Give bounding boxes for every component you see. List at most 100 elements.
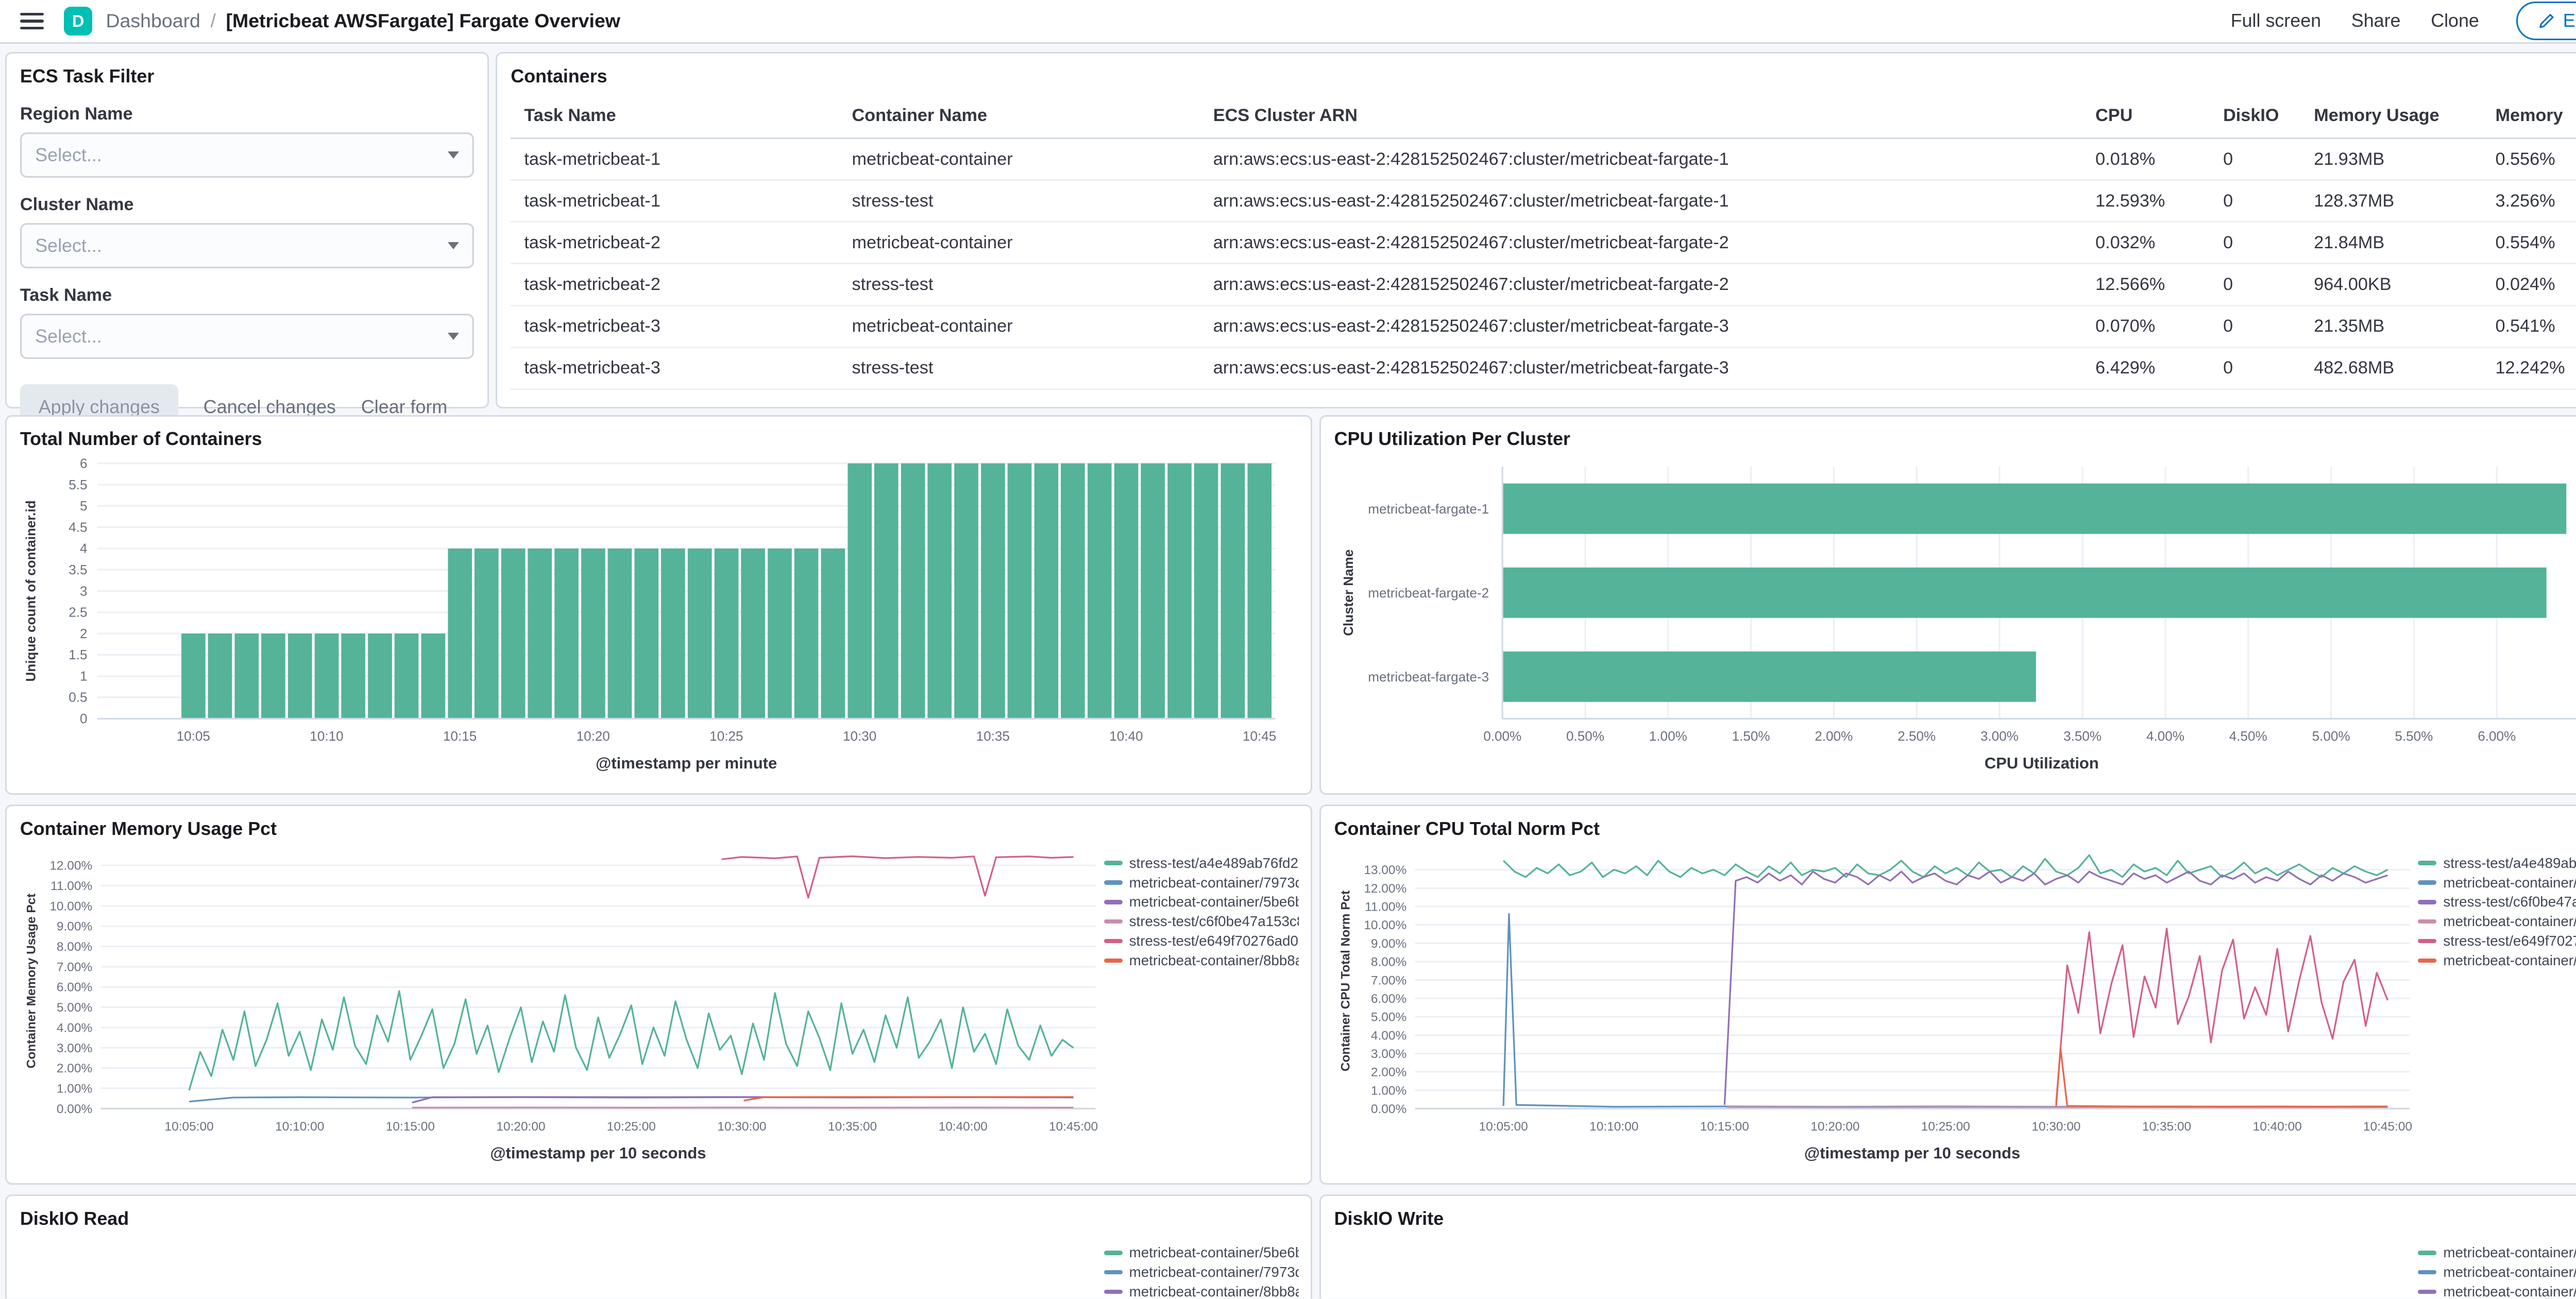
bar[interactable] xyxy=(1034,463,1059,719)
column-header[interactable]: Memory xyxy=(2482,97,2576,140)
column-header[interactable]: CPU xyxy=(2082,97,2210,140)
bar[interactable] xyxy=(181,634,206,719)
bar[interactable] xyxy=(341,634,365,719)
bar[interactable] xyxy=(1060,463,1085,719)
x-tick-label: 10:15:00 xyxy=(386,1120,435,1134)
y-tick-label: 13.00% xyxy=(1364,863,1406,877)
legend-item[interactable]: metricbeat-container/7973d4... xyxy=(2418,1262,2576,1282)
x-tick-label: 10:15:00 xyxy=(1700,1120,1749,1134)
bar[interactable] xyxy=(314,634,339,719)
legend-item[interactable]: stress-test/a4e489ab76fd2b... xyxy=(1104,853,1299,873)
region-name-select[interactable]: Select... xyxy=(20,132,474,178)
legend-item[interactable]: metricbeat-container/8bb8a5... xyxy=(2418,1282,2576,1298)
column-header[interactable]: Task Name xyxy=(511,97,839,140)
bar[interactable] xyxy=(660,549,685,719)
bar[interactable] xyxy=(607,549,632,719)
menu-icon[interactable] xyxy=(15,6,48,37)
bar[interactable] xyxy=(634,549,659,719)
legend-item[interactable]: metricbeat-container/7973d4... xyxy=(2418,873,2576,893)
x-tick-label: 5.00% xyxy=(2312,728,2350,744)
legend-item[interactable]: stress-test/c6f0be47a153c84... xyxy=(1104,912,1299,931)
clear-form-button[interactable]: Clear form xyxy=(361,396,448,417)
legend-item[interactable]: metricbeat-container/8bb8a5... xyxy=(2418,951,2576,970)
space-avatar[interactable]: D xyxy=(63,7,93,36)
bar[interactable] xyxy=(980,463,1005,719)
bar[interactable] xyxy=(901,463,925,719)
bar[interactable] xyxy=(261,634,285,719)
legend-item[interactable]: metricbeat-container/5be6b8... xyxy=(1104,1243,1299,1262)
bar[interactable] xyxy=(954,463,978,719)
legend-item[interactable]: metricbeat-container/7973d4... xyxy=(1104,1262,1299,1282)
bar[interactable] xyxy=(421,634,446,719)
bar[interactable] xyxy=(848,463,872,719)
edit-button[interactable]: Edit xyxy=(2516,2,2576,41)
column-header[interactable]: ECS Cluster ARN xyxy=(1199,97,2082,140)
y-tick-label: 8.00% xyxy=(57,940,92,954)
legend-item[interactable]: metricbeat-container/5be6b8... xyxy=(2418,912,2576,931)
bar[interactable] xyxy=(714,549,739,719)
table-row: task-metricbeat-2 stress-test arn:aws:ecs:… xyxy=(511,263,2576,306)
nav-clone[interactable]: Clone xyxy=(2431,10,2479,31)
bar[interactable] xyxy=(581,549,605,719)
nav-full-screen[interactable]: Full screen xyxy=(2230,10,2321,31)
panel-title: DiskIO Write xyxy=(1334,1208,1444,1229)
bar[interactable] xyxy=(1087,463,1112,719)
legend-item[interactable]: metricbeat-container/8bb8a5... xyxy=(1104,951,1299,970)
bar[interactable] xyxy=(368,634,392,719)
bar[interactable] xyxy=(741,549,765,719)
legend-item[interactable]: metricbeat-container/8bb8a5... xyxy=(1104,1282,1299,1298)
legend-item[interactable]: metricbeat-container/5be6b8... xyxy=(1104,892,1299,912)
nav-share[interactable]: Share xyxy=(2351,10,2401,31)
bar[interactable] xyxy=(501,549,526,719)
legend-color-marker xyxy=(1104,958,1123,963)
bar[interactable] xyxy=(554,549,579,719)
legend-item[interactable]: stress-test/a4e489ab76fd2b... xyxy=(2418,853,2576,873)
bar[interactable] xyxy=(1194,463,1218,719)
series-line xyxy=(2055,1047,2388,1108)
bar[interactable] xyxy=(1007,463,1032,719)
bar[interactable] xyxy=(394,634,419,719)
table-cell: task-metricbeat-2 xyxy=(511,263,839,306)
table-cell: task-metricbeat-3 xyxy=(511,305,839,348)
bar[interactable] xyxy=(234,634,259,719)
cancel-changes-button[interactable]: Cancel changes xyxy=(203,396,336,417)
bar[interactable] xyxy=(768,549,792,719)
cluster-name-select[interactable]: Select... xyxy=(20,223,474,269)
legend-item[interactable]: stress-test/e649f70276ad0e2... xyxy=(1104,931,1299,951)
bar[interactable] xyxy=(1221,463,1245,719)
bar[interactable] xyxy=(1141,463,1165,719)
column-header[interactable]: DiskIO xyxy=(2209,97,2301,140)
bar[interactable] xyxy=(528,549,552,719)
bar[interactable] xyxy=(1167,463,1192,719)
top-header: D Dashboard / [Metricbeat AWSFargate] Fa… xyxy=(0,0,2576,44)
table-cell: 482.68MB xyxy=(2300,347,2482,390)
legend-item[interactable]: metricbeat-container/5be6b8... xyxy=(2418,1243,2576,1262)
legend-label: metricbeat-container/7973d4... xyxy=(1129,1265,1299,1280)
bar[interactable] xyxy=(794,549,819,719)
bar[interactable] xyxy=(1502,484,2566,534)
breadcrumb-dashboard[interactable]: Dashboard xyxy=(106,10,200,32)
column-header[interactable]: Memory Usage xyxy=(2300,97,2482,140)
x-tick-label: 10:20 xyxy=(577,728,610,744)
legend-item[interactable]: stress-test/c6f0be47a153c84... xyxy=(2418,892,2576,912)
bar[interactable] xyxy=(874,463,899,719)
legend-color-marker xyxy=(1104,919,1123,924)
bar[interactable] xyxy=(287,634,312,719)
bar[interactable] xyxy=(208,634,232,719)
bar[interactable] xyxy=(1502,652,2036,703)
bar[interactable] xyxy=(821,549,845,719)
column-header[interactable]: Container Name xyxy=(838,97,1200,140)
bar[interactable] xyxy=(474,549,499,719)
legend-item[interactable]: stress-test/e649f70276ad0e2... xyxy=(2418,931,2576,951)
legend-item[interactable]: metricbeat-container/7973d4... xyxy=(1104,873,1299,893)
x-tick-label: 2.00% xyxy=(1815,728,1853,744)
task-name-label: Task Name xyxy=(20,285,112,305)
bar[interactable] xyxy=(1114,463,1139,719)
bar[interactable] xyxy=(1502,568,2547,619)
bar[interactable] xyxy=(927,463,952,719)
bar[interactable] xyxy=(448,549,472,719)
panel-title: DiskIO Read xyxy=(20,1208,129,1229)
task-name-select[interactable]: Select... xyxy=(20,314,474,360)
bar[interactable] xyxy=(687,549,712,719)
bar[interactable] xyxy=(1247,463,1272,719)
